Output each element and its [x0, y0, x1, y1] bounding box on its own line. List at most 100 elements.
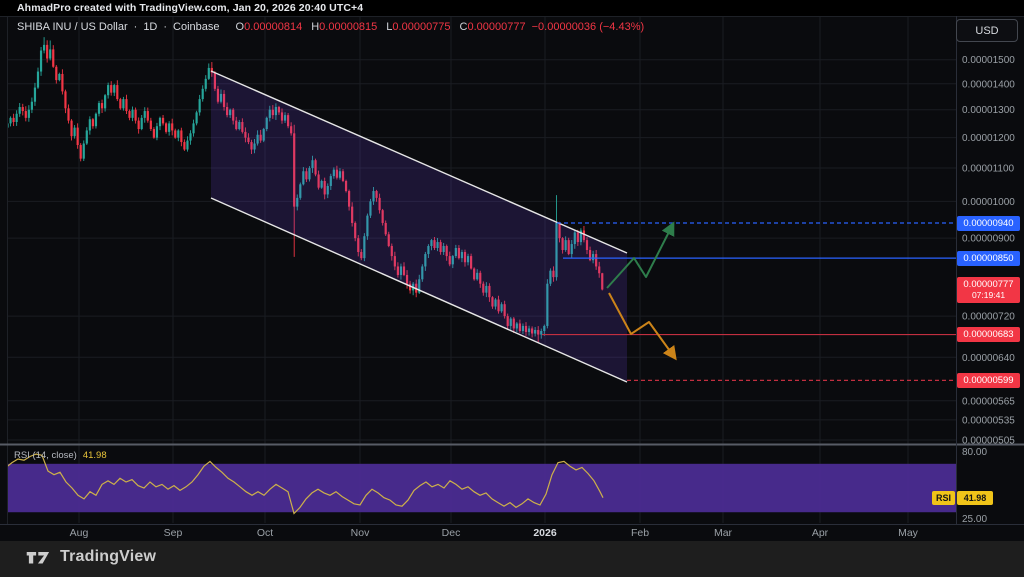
- high-value: 0.00000815: [319, 21, 378, 33]
- candle-body: [122, 99, 125, 109]
- candle-body: [222, 93, 226, 108]
- candle-body: [457, 248, 460, 259]
- candle-body: [85, 130, 88, 144]
- candle-body: [317, 174, 320, 188]
- pane-divider[interactable]: [0, 443, 1024, 446]
- candle-body: [488, 285, 491, 298]
- candle-body: [369, 201, 372, 216]
- candle-body: [329, 176, 332, 186]
- candle-body: [9, 117, 12, 124]
- low-value: 0.00000775: [392, 21, 451, 33]
- candle-body: [506, 316, 509, 326]
- candle-body: [79, 145, 82, 159]
- candle-body: [448, 256, 451, 265]
- credit-line: AhmadPro created with TradingView.com, J…: [17, 2, 364, 14]
- candle-body: [293, 133, 296, 207]
- candle-body: [192, 123, 195, 134]
- candle-body: [341, 171, 345, 181]
- low-key: L: [386, 21, 393, 33]
- candle-body: [265, 117, 268, 130]
- candle-body: [143, 111, 146, 118]
- candle-body: [311, 160, 314, 169]
- time-label-Dec: Dec: [442, 527, 461, 539]
- candle-body: [518, 323, 521, 331]
- candle-body: [460, 252, 464, 259]
- candle-body: [210, 67, 213, 73]
- candle-body: [576, 232, 579, 243]
- price-tick-label: 0.00000565: [962, 396, 1015, 407]
- candle-body: [283, 115, 287, 121]
- candle-body: [58, 73, 61, 81]
- time-label-Nov: Nov: [351, 527, 370, 539]
- candle-body: [216, 88, 220, 102]
- time-scale[interactable]: Aug Sep Oct Nov Dec 2026 Feb Mar Apr May: [70, 527, 919, 539]
- candle-body: [110, 85, 113, 93]
- candle-body: [534, 329, 537, 334]
- candle-body: [232, 109, 235, 121]
- candle-body: [27, 109, 30, 118]
- candle-body: [39, 50, 43, 72]
- candle-body: [287, 115, 290, 127]
- candle-body: [207, 67, 210, 79]
- candle-body: [268, 109, 271, 118]
- candle-body: [43, 44, 46, 51]
- price-tick-label: 0.00001300: [962, 105, 1015, 116]
- candle-body: [543, 325, 546, 331]
- tradingview-logo[interactable]: TradingView: [26, 546, 156, 568]
- candle-body: [479, 272, 482, 284]
- candle-body: [189, 133, 192, 141]
- candle-body: [512, 318, 515, 329]
- candle-body: [372, 191, 375, 202]
- candle-body: [30, 101, 33, 110]
- candle-body: [253, 143, 256, 150]
- candle-body: [598, 266, 601, 274]
- candle-body: [463, 252, 467, 263]
- candle-body: [94, 113, 98, 127]
- candle-body: [485, 285, 488, 293]
- symbol-info-bar[interactable]: SHIBA INU / US Dollar · 1D · Coinbase O0…: [17, 21, 644, 33]
- price-tick-label: 0.00001200: [962, 133, 1015, 144]
- currency-toggle-button[interactable]: USD: [956, 19, 1018, 42]
- time-label-May: May: [898, 527, 919, 539]
- candle-body: [405, 274, 409, 284]
- candle-body: [567, 240, 570, 255]
- price-tick-label: 0.00001400: [962, 79, 1015, 90]
- candle-body: [88, 119, 91, 131]
- candle-body: [579, 230, 582, 243]
- candle-body: [277, 107, 281, 113]
- candle-body: [100, 103, 104, 109]
- candle-body: [402, 266, 406, 275]
- candle-body: [125, 99, 128, 112]
- candle-body: [366, 215, 369, 237]
- rsi-band: [7, 463, 956, 513]
- candle-body: [155, 126, 159, 138]
- price-scale[interactable]: 0.00001500 0.00001400 0.00001300 0.00001200…: [962, 55, 1015, 525]
- channel-fill[interactable]: [211, 71, 627, 382]
- candle-body: [433, 240, 436, 249]
- candle-body: [375, 191, 378, 198]
- price-badge-0.00000940: 0.00000940: [957, 215, 1020, 231]
- candle-body: [64, 91, 67, 109]
- projection-arrow-up[interactable]: [606, 221, 675, 289]
- candle-body: [24, 111, 27, 118]
- close-value: 0.00000777: [467, 21, 526, 33]
- candle-body: [378, 197, 381, 211]
- channel-line[interactable]: [210, 197, 628, 383]
- projection-arrow-down[interactable]: [608, 292, 677, 361]
- candle-body: [360, 252, 363, 259]
- candle-body: [390, 246, 393, 257]
- rsi-tag: RSI: [932, 490, 955, 505]
- candle-body: [338, 171, 342, 178]
- candle-body: [521, 325, 525, 331]
- rsi-pane[interactable]: [0, 453, 956, 515]
- rsi-legend[interactable]: RSI (14, close) 41.98: [14, 450, 107, 461]
- countdown-timer: 07:19:41: [971, 289, 1006, 300]
- candle-body: [384, 222, 387, 235]
- drawings-layer[interactable]: [210, 70, 956, 383]
- candle-body: [250, 142, 253, 150]
- candles-layer[interactable]: [6, 37, 604, 343]
- candle-body: [177, 130, 180, 138]
- price-tick-label: 0.00000640: [962, 353, 1015, 364]
- time-label-Apr: Apr: [812, 527, 829, 539]
